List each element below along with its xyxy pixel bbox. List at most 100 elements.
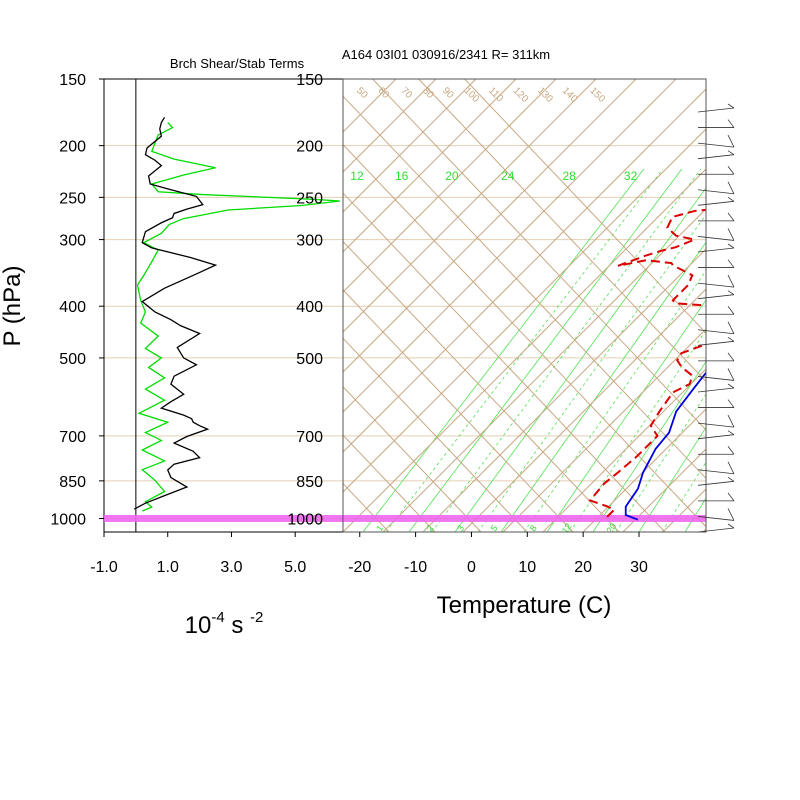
- left-x-axis-exp1: -4: [211, 609, 224, 626]
- mixing-ratio-bottom-label-12: 12: [560, 521, 574, 535]
- mixing-ratio-bottom-label-2: 2: [424, 523, 435, 533]
- wind-barb-21: [697, 434, 735, 440]
- wind-barb-flag-3: [727, 150, 735, 155]
- mixing-ratio-line-10: [592, 360, 706, 532]
- mixing-ratio-label-32: 32: [624, 169, 638, 183]
- mixing-ratio-line-2: [408, 168, 683, 532]
- left-ytick-label-1000: 1000: [50, 512, 86, 529]
- wind-barb-flag-7: [727, 212, 735, 222]
- right-ytick-label-250: 250: [296, 190, 323, 207]
- wind-barb-flag-14: [727, 321, 735, 334]
- mixing-ratio-line-3: [431, 168, 702, 532]
- isotherm-line-10: [343, 168, 706, 532]
- isotherm-line-20: [743, 79, 800, 532]
- mixing-ratio-bottom-label-1: 1: [374, 523, 385, 533]
- wind-barb-2: [697, 142, 735, 148]
- adiabat-line-14: [343, 337, 528, 532]
- left-x-axis-label: 10-4 s -2: [185, 609, 264, 639]
- wind-barb-15: [697, 340, 735, 346]
- wind-barb-flag-21: [727, 430, 735, 435]
- wind-barb-24: [697, 480, 735, 486]
- isotherm-label-5: 100: [461, 85, 481, 105]
- wind-barb-flag-5: [727, 181, 735, 194]
- adiabat-line-19: [343, 95, 706, 480]
- isotherm-line-21: [783, 79, 800, 532]
- mixing-ratio-bottom-label-20: 20: [604, 521, 618, 535]
- wind-barb-26: [697, 516, 735, 521]
- isotherm-line-19: [702, 528, 706, 532]
- isotherm-label-0: 50: [354, 85, 370, 101]
- isotherm-line-1: [343, 79, 437, 173]
- mixing-ratio-line-4: [454, 187, 706, 532]
- wind-barb-flag-23: [727, 461, 735, 474]
- left-ytick-label-250: 250: [59, 190, 86, 207]
- right-ytick-label-400: 400: [296, 299, 323, 316]
- adiabat-line-20: [372, 79, 706, 431]
- isotherm-line-11: [382, 208, 706, 532]
- isotherm-line-13: [462, 288, 706, 532]
- left-ytick-label-500: 500: [59, 351, 86, 368]
- mixing-ratio-label-24: 24: [501, 169, 515, 183]
- left-ytick-label-150: 150: [59, 72, 86, 89]
- mixing-ratio-line-14: [684, 497, 706, 532]
- isotherm-line-16: [582, 408, 706, 532]
- wind-barb-27: [697, 527, 735, 533]
- mixing-ratio-line-0: [362, 168, 645, 532]
- mixing-ratio-labels: 12 16 20 24 28 321 2 3 5 8 12 20: [350, 169, 638, 535]
- dewpoint-line: [588, 208, 706, 518]
- left-ytick-label-200: 200: [59, 139, 86, 156]
- left-xtick-label-0: -1.0: [90, 559, 118, 576]
- wind-barb-3: [697, 154, 735, 160]
- temperature-line: [624, 371, 706, 521]
- shear-term-line: [133, 117, 218, 510]
- isotherm-label-1: 60: [375, 85, 391, 101]
- isotherm-label-7: 120: [511, 85, 531, 105]
- wind-barb-20: [697, 422, 735, 428]
- right-x-ticks: -20 -10 0 10 20 30: [348, 532, 648, 576]
- mixing-ratio-bottom-label-5: 5: [489, 523, 500, 533]
- isotherm-label-2: 70: [398, 85, 414, 101]
- adiabat-line-8: [0, 79, 251, 532]
- wind-barb-12: [697, 294, 735, 300]
- right-panel-title: A164 03I01 030916/2341 R= 311km: [342, 47, 550, 62]
- right-ytick-label-500: 500: [296, 351, 323, 368]
- mixing-ratio-line-11: [615, 393, 706, 532]
- wind-barb-flag-9: [727, 243, 735, 249]
- mixing-ratio-lines: [362, 168, 706, 532]
- wind-barb-flag-2: [727, 134, 735, 148]
- right-ytick-label-850: 850: [296, 474, 323, 491]
- wind-barb-flag-19: [727, 399, 735, 408]
- mixing-ratio-line-7: [523, 270, 706, 532]
- wind-barb-flag-22: [727, 445, 735, 455]
- adiabat-line-21: [418, 79, 706, 383]
- isotherm-line-8: [343, 88, 706, 453]
- wind-barb-flag-12: [727, 290, 735, 295]
- right-xtick-label-3: 10: [518, 559, 536, 576]
- wind-barb-flag-13: [727, 305, 735, 315]
- adiabat-line-13: [343, 386, 482, 532]
- surface-pressure-band: [343, 514, 706, 522]
- right-ytick-label-150: 150: [296, 72, 323, 89]
- wind-barb-17: [697, 376, 735, 381]
- wind-barb-18: [697, 387, 735, 393]
- y-axis-label: P (hPa): [0, 266, 26, 347]
- isotherm-line-3: [343, 79, 517, 253]
- mixing-ratio-line-8: [546, 299, 706, 532]
- mixing-ratio-line-5: [477, 214, 706, 532]
- isotherm-line-12: [422, 248, 706, 532]
- mixing-ratio-line-12: [638, 426, 706, 532]
- isotherm-label-9: 140: [560, 85, 580, 105]
- right-ytick-label-1000: 1000: [287, 512, 323, 529]
- wind-barb-flag-27: [727, 523, 735, 529]
- wind-barb-9: [697, 247, 735, 253]
- right-ytick-label-700: 700: [296, 429, 323, 446]
- wind-barb-6: [697, 200, 735, 206]
- left-ytick-label-300: 300: [59, 233, 86, 250]
- left-x-axis-unit: s: [225, 612, 250, 639]
- right-xtick-label-1: -10: [404, 559, 427, 576]
- right-xtick-label-0: -20: [348, 559, 371, 576]
- left-panel-title: Brch Shear/Stab Terms: [170, 56, 305, 71]
- adiabat-line-16: [343, 240, 620, 532]
- mixing-ratio-line-13: [661, 461, 706, 532]
